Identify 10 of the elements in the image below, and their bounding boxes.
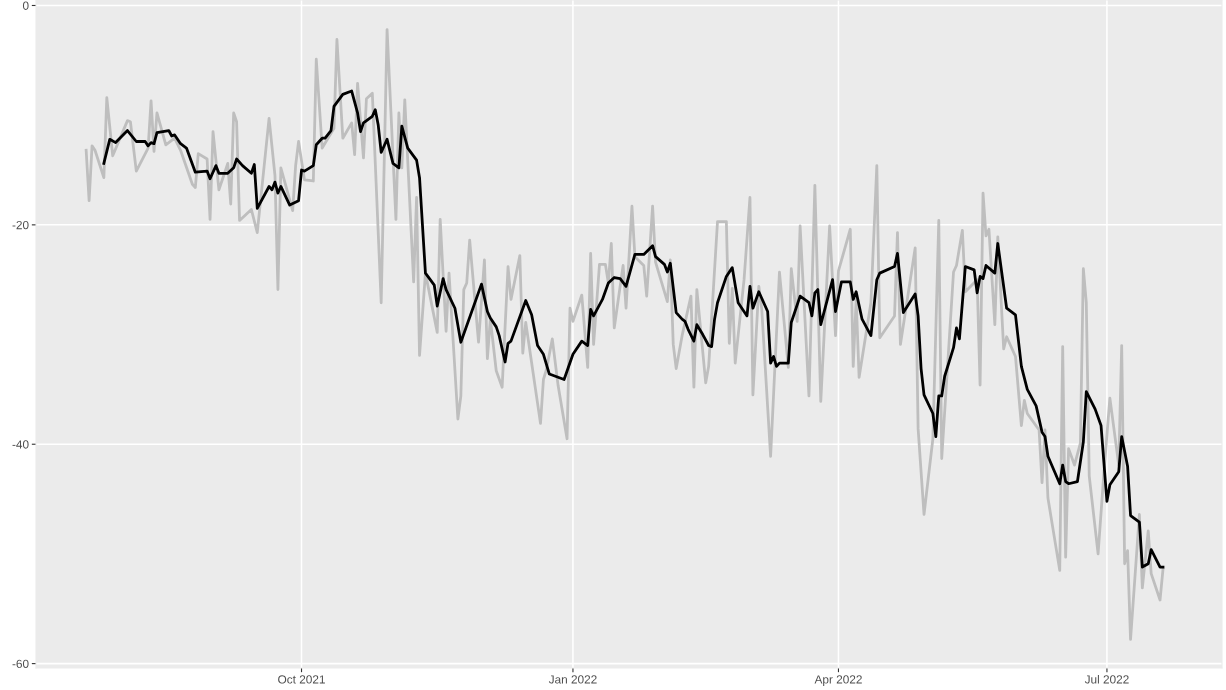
- y-tick-label: -40: [12, 440, 29, 449]
- x-tick-label: Jul 2022: [1084, 674, 1129, 684]
- y-tick-label: -60: [12, 659, 29, 669]
- x-tick-label: Oct 2021: [278, 675, 325, 684]
- x-tick-label: Apr 2022: [814, 675, 862, 686]
- y-tick-label: 0: [22, 1, 29, 10]
- line-series: [102, 89, 1165, 569]
- y-tick-label: -20: [12, 220, 29, 230]
- x-tick-label: Jan 2022: [548, 675, 597, 684]
- line-series: [84, 28, 1165, 641]
